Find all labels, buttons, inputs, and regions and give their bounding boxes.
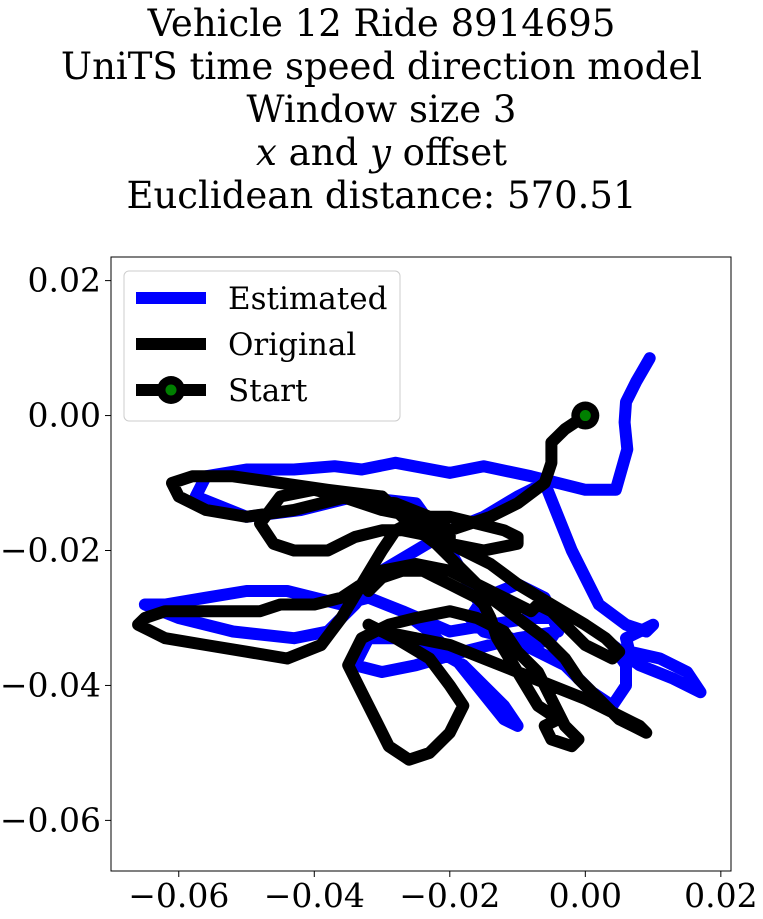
chart-title: Vehicle 12 Ride 8914695 UniTS time speed… <box>0 0 763 217</box>
y-tick-label: 0.02 <box>28 261 101 300</box>
legend-label-original: Original <box>228 327 356 363</box>
title-y-variable: y <box>370 131 391 174</box>
title-line-1: Vehicle 12 Ride 8914695 <box>147 2 616 45</box>
x-tick-label: −0.06 <box>128 876 229 915</box>
x-tick-label: −0.04 <box>264 876 365 915</box>
y-tick-label: 0.00 <box>28 396 101 435</box>
legend-label-estimated: Estimated <box>228 281 387 317</box>
y-axis: 0.02 0.00 −0.02 −0.04 −0.06 <box>0 261 111 839</box>
title-line-3: Window size 3 <box>246 88 517 131</box>
legend-label-start: Start <box>228 373 308 409</box>
title-line-5: Euclidean distance: 570.51 <box>126 174 637 217</box>
title-and: and <box>276 131 370 174</box>
legend: Estimated Original Start <box>123 270 401 422</box>
x-tick-label: 0.00 <box>549 876 622 915</box>
legend-start-marker-inner <box>165 384 177 396</box>
start-marker-inner <box>579 410 591 422</box>
series-original-line <box>132 409 653 766</box>
plot-frame <box>110 256 732 872</box>
title-line-4: x and y offset <box>0 131 763 174</box>
y-tick-label: −0.06 <box>0 800 101 839</box>
x-axis: −0.06 −0.04 −0.02 0.00 0.02 <box>128 871 758 915</box>
title-offset: offset <box>390 131 507 174</box>
title-line-2: UniTS time speed direction model <box>60 45 703 88</box>
y-tick-label: −0.04 <box>0 665 101 704</box>
title-x-variable: x <box>256 131 277 174</box>
y-tick-label: −0.02 <box>0 531 101 570</box>
legend-box <box>123 270 401 422</box>
series-layer <box>132 352 707 766</box>
x-tick-label: −0.02 <box>399 876 500 915</box>
x-tick-label: 0.02 <box>684 876 757 915</box>
